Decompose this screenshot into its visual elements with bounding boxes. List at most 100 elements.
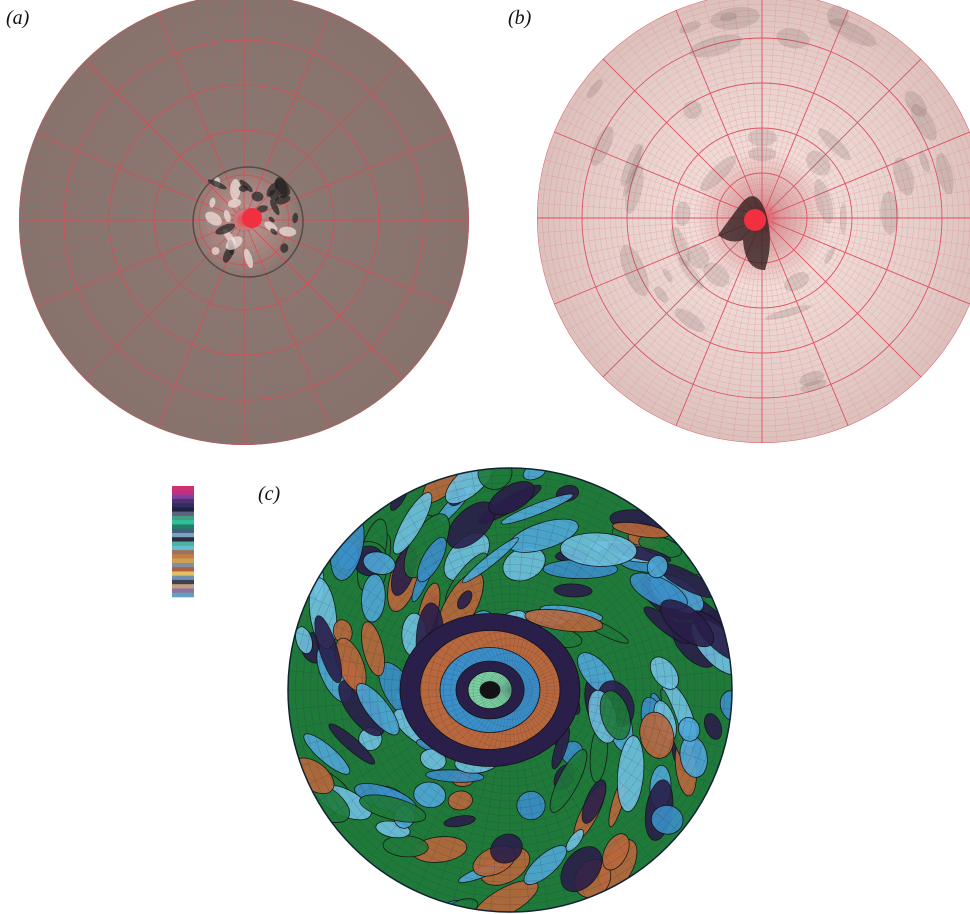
mesh-spoke: [763, 227, 807, 439]
mesh-spoke: [252, 224, 439, 333]
colorbar-stripe: [172, 537, 194, 542]
eddy: [227, 198, 242, 208]
mesh-spoke: [613, 48, 756, 211]
mesh-spoke: [771, 188, 970, 217]
mesh-spoke: [317, 578, 511, 691]
mesh-ring: [502, 682, 518, 698]
mesh-spoke: [770, 92, 950, 213]
mesh-spoke: [732, 0, 761, 209]
panel-label: (a): [6, 7, 30, 29]
mesh-spoke: [301, 689, 511, 767]
mesh-spoke: [398, 497, 511, 691]
mesh-spoke: [250, 227, 393, 390]
mesh-spoke: [199, 0, 243, 211]
mesh-spoke: [509, 689, 638, 872]
contour-blob: [295, 626, 313, 655]
mesh-spoke: [537, 203, 753, 218]
mesh: [537, 0, 970, 443]
shade: [662, 268, 673, 283]
mesh-spoke: [764, 0, 821, 209]
mesh-spoke: [328, 689, 511, 818]
eddy: [268, 216, 275, 223]
mesh-spoke: [339, 689, 511, 833]
eddy: [251, 191, 264, 202]
mesh-spoke: [30, 147, 235, 217]
mesh-spoke: [763, 0, 792, 209]
ring: [192, 166, 304, 278]
mesh-spoke: [248, 228, 344, 422]
shade: [683, 100, 702, 119]
mesh-spoke: [769, 69, 932, 212]
contour-blob: [314, 615, 343, 683]
mesh-spoke: [42, 120, 236, 216]
mesh-spoke: [509, 689, 692, 818]
eddy: [230, 178, 241, 200]
contour-blob: [413, 781, 447, 808]
mesh-spoke: [23, 221, 235, 265]
shade: [800, 379, 827, 393]
contour-blob: [553, 583, 593, 598]
mesh-spoke: [49, 107, 236, 216]
mesh-spoke: [288, 689, 511, 710]
shade: [674, 308, 706, 333]
contour-blob: [549, 749, 588, 813]
eddy: [266, 182, 278, 197]
colorbar-stripe: [172, 524, 194, 529]
colorbar: [172, 486, 194, 598]
mesh-spoke: [247, 11, 331, 211]
mesh-spoke: [771, 145, 970, 215]
mesh-spoke: [229, 0, 244, 211]
mesh-spoke: [56, 94, 236, 215]
mesh-spoke: [471, 689, 511, 909]
mesh-spoke: [247, 229, 331, 429]
colorbar-stripe: [172, 554, 194, 559]
shade: [654, 286, 668, 303]
mesh-spoke: [84, 60, 238, 214]
shade: [910, 104, 937, 141]
mesh-spoke: [433, 689, 511, 899]
mesh-ring: [332, 512, 688, 868]
eddy: [215, 223, 236, 235]
mesh-spoke: [250, 226, 404, 380]
shade: [719, 12, 738, 22]
colorbar-stripe: [172, 503, 194, 508]
shade: [805, 150, 831, 176]
mesh-spoke: [249, 41, 382, 213]
mesh-spoke: [771, 221, 970, 291]
mesh-spoke: [592, 69, 755, 212]
mesh-spoke: [538, 188, 753, 217]
contour-blob: [303, 733, 351, 775]
eddy: [270, 228, 278, 235]
mesh-ring: [450, 630, 570, 750]
mesh-spoke: [144, 18, 240, 212]
mesh-spoke: [308, 596, 511, 691]
mesh-spoke: [288, 670, 511, 691]
contour-blob: [328, 723, 376, 765]
mesh-spoke: [245, 0, 289, 211]
shade: [747, 128, 778, 147]
shade: [904, 90, 927, 117]
contour-blob: [616, 735, 645, 813]
shade: [710, 6, 760, 30]
mesh-spoke: [662, 226, 758, 420]
mesh-spoke: [20, 190, 235, 219]
mesh-spoke: [106, 227, 239, 399]
mesh-spoke: [765, 4, 835, 209]
mesh-spoke: [509, 689, 530, 912]
mesh-spoke: [131, 25, 240, 212]
mesh-spoke: [770, 222, 964, 318]
mesh-ring: [324, 504, 696, 876]
shade: [689, 34, 742, 58]
mesh-spoke: [352, 532, 511, 691]
mesh-spoke: [509, 578, 703, 691]
mesh-spoke: [398, 689, 511, 883]
panel-a: [19, 0, 469, 445]
mesh-spoke: [291, 651, 511, 691]
mesh-spoke: [433, 481, 511, 691]
mesh-spoke: [509, 689, 725, 748]
mesh-spoke: [30, 223, 235, 293]
mesh-spoke: [717, 0, 761, 209]
mesh-spoke: [548, 145, 753, 215]
mesh-spoke: [74, 226, 237, 369]
mesh-ring: [295, 475, 725, 905]
